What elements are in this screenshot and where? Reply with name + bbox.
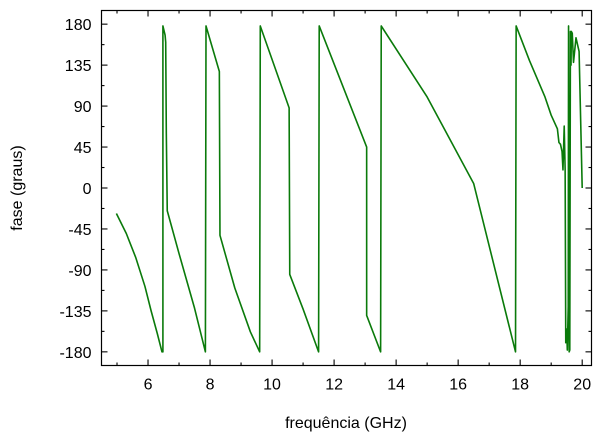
y-tick-label: -90	[68, 263, 91, 280]
x-tick-label: 8	[206, 377, 215, 394]
x-tick-label: 12	[325, 377, 343, 394]
x-tick-labels: 6 8 10 12 14 16 18 20	[144, 377, 592, 394]
y-tick-label: -135	[59, 304, 91, 321]
x-tick-label: 20	[573, 377, 591, 394]
y-axis-label: fase (graus)	[9, 145, 26, 230]
y-tick-labels: 180 135 90 45 0 -45 -90 -135 -180	[59, 17, 91, 362]
plot-frame	[100, 9, 593, 367]
y-tick-label: 45	[74, 140, 92, 157]
x-tick-label: 6	[144, 377, 153, 394]
y-tick-label: 90	[74, 99, 92, 116]
y-tick-label: 0	[83, 181, 92, 198]
x-tick-label: 14	[387, 377, 405, 394]
x-tick-label: 18	[511, 377, 529, 394]
x-tick-label: 16	[449, 377, 467, 394]
y-tick-label: -45	[68, 222, 91, 239]
y-tick-label: -180	[59, 345, 91, 362]
y-tick-label: 180	[65, 17, 92, 34]
axis-ticks	[101, 10, 592, 366]
x-tick-label: 10	[263, 377, 281, 394]
y-tick-label: 135	[65, 58, 92, 75]
x-axis-label: frequência (GHz)	[285, 415, 407, 432]
phase-series-line	[115, 25, 583, 353]
